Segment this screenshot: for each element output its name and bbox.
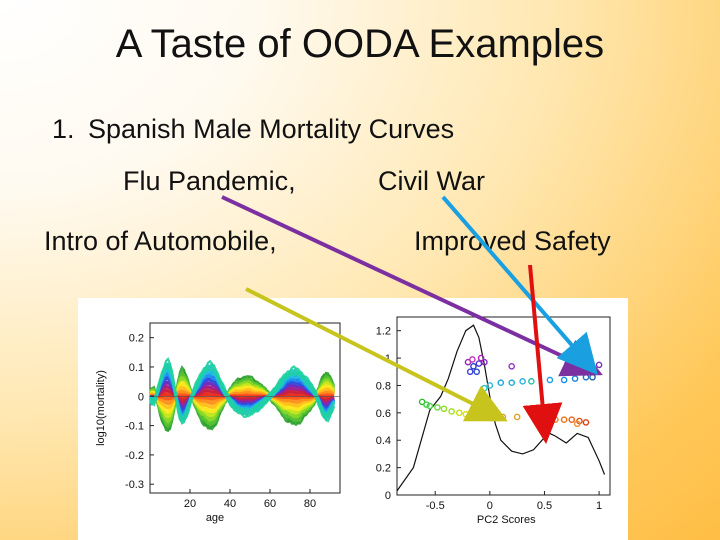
right-y-tick-label: 0 <box>385 490 391 502</box>
right-y-tick-label: 0.2 <box>376 463 391 475</box>
pc2-score-point <box>470 362 477 370</box>
blue-arrow-civil-war <box>441 195 598 376</box>
slide-title: A Taste of OODA Examples <box>115 22 605 66</box>
pc2-score-point <box>519 378 526 385</box>
pc2-score-point <box>455 409 463 417</box>
left-y-tick-label: -0.2 <box>125 450 144 462</box>
left-x-tick-label: 20 <box>184 498 196 510</box>
red-arrow-safety <box>522 264 563 444</box>
left-y-tick-label: -0.3 <box>125 479 144 491</box>
density-curve <box>396 324 606 492</box>
pc2-score-point <box>426 402 434 410</box>
list-number: 1. <box>52 114 75 144</box>
pc2-score-point <box>573 420 581 428</box>
pc2-score-point <box>466 368 474 376</box>
pc2-score-point <box>528 378 535 385</box>
pc2-score-point <box>473 368 481 376</box>
yellow-arrow-automobile <box>245 287 508 422</box>
pc2-score-point <box>440 405 448 413</box>
left-plot-frame <box>149 322 341 494</box>
label-improved-safety: Improved Safety <box>414 226 611 256</box>
right-x-tick-label: 1 <box>596 500 602 512</box>
pc2-score-point <box>508 362 515 370</box>
pc2-score-point <box>508 379 515 387</box>
right-x-tick-label: -0.5 <box>426 500 445 512</box>
pc2-score-point <box>582 419 590 426</box>
list-item: 1. Spanish Male Mortality Curves <box>52 114 454 145</box>
list-text: Spanish Male Mortality Curves <box>88 114 455 144</box>
left-x-tick-label: 40 <box>224 498 236 510</box>
pc2-score-point <box>434 404 441 411</box>
left-y-tick-label: 0.1 <box>129 362 144 374</box>
left-x-tick-label: 60 <box>264 498 276 510</box>
pc2-score-point <box>477 354 485 362</box>
pc2-score-point <box>423 401 430 408</box>
pc2-score-point <box>481 358 488 366</box>
right-x-tick-label: 0 <box>487 500 493 512</box>
right-y-tick-label: 0.6 <box>376 408 391 420</box>
pc2-score-point <box>448 408 455 415</box>
left-y-tick-label: 0.2 <box>129 333 144 345</box>
left-y-tick-label: 0 <box>138 391 144 403</box>
label-civil-war: Civil War <box>378 166 485 196</box>
pc2-score-point <box>497 379 505 387</box>
mortality-curve <box>149 357 336 423</box>
pc2-score-point <box>568 416 576 423</box>
right-y-tick-label: 0.4 <box>376 435 391 447</box>
pc2-score-point <box>546 376 554 384</box>
right-plot-frame <box>396 316 611 496</box>
label-intro-automobile: Intro of Automobile, <box>44 226 277 256</box>
right-x-tick-label: 0.5 <box>537 500 552 512</box>
left-x-tick-label: 80 <box>304 498 316 510</box>
left-y-tick-label: -0.1 <box>125 421 144 433</box>
mortality-curve <box>149 362 336 423</box>
right-y-tick-label: 1.2 <box>376 326 391 338</box>
pc2-score-point <box>469 356 476 363</box>
pc2-score-point <box>560 376 568 384</box>
right-y-tick-label: 0.8 <box>376 380 391 392</box>
left-x-axis-label: age <box>206 512 224 524</box>
purple-arrow-flu <box>221 195 603 377</box>
right-x-axis-label: PC2 Scores <box>477 514 536 526</box>
left-y-axis-label: log10(mortality) <box>95 370 107 446</box>
pc2-score-point <box>513 413 521 421</box>
left-plot-panel <box>78 298 370 540</box>
label-flu-pandemic: Flu Pandemic, <box>123 166 296 196</box>
